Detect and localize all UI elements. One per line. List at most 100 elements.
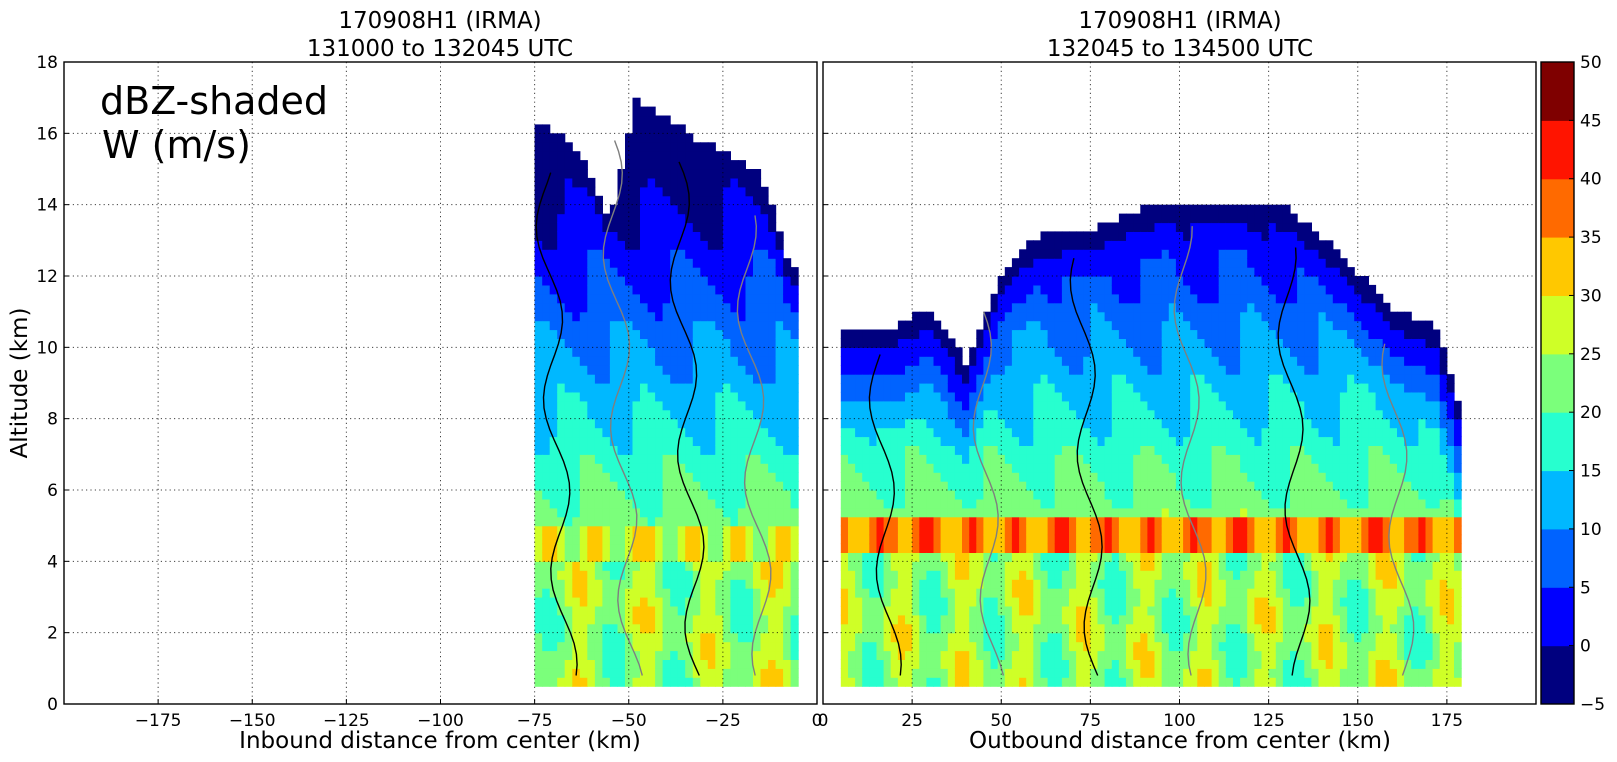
reflectivity-cell xyxy=(1154,427,1163,438)
reflectivity-cell xyxy=(1154,490,1163,500)
reflectivity-cell xyxy=(609,293,618,304)
reflectivity-cell xyxy=(848,490,856,500)
reflectivity-cell xyxy=(625,561,634,571)
reflectivity-cell xyxy=(897,543,906,553)
reflectivity-cell xyxy=(730,374,739,384)
reflectivity-cell xyxy=(1126,507,1134,518)
reflectivity-cell xyxy=(707,516,716,527)
reflectivity-cell xyxy=(890,605,899,616)
reflectivity-cell xyxy=(557,169,566,179)
reflectivity-cell xyxy=(662,311,671,322)
reflectivity-cell xyxy=(890,614,899,625)
reflectivity-cell xyxy=(997,570,1006,580)
reflectivity-cell xyxy=(1175,365,1184,375)
reflectivity-cell xyxy=(1126,561,1134,571)
reflectivity-cell xyxy=(587,329,596,339)
reflectivity-cell xyxy=(557,427,566,438)
reflectivity-cell xyxy=(1197,356,1205,366)
reflectivity-cell xyxy=(753,579,762,589)
reflectivity-cell xyxy=(625,302,634,313)
reflectivity-cell xyxy=(602,383,611,393)
reflectivity-cell xyxy=(1240,605,1248,616)
reflectivity-cell xyxy=(1061,668,1070,678)
reflectivity-cell xyxy=(1097,329,1106,339)
reflectivity-cell xyxy=(919,400,927,411)
reflectivity-cell xyxy=(876,409,885,420)
reflectivity-cell xyxy=(1126,490,1134,500)
reflectivity-cell xyxy=(760,481,769,491)
reflectivity-cell xyxy=(677,525,686,536)
reflectivity-cell xyxy=(1247,650,1255,660)
reflectivity-cell xyxy=(1154,472,1163,482)
reflectivity-cell xyxy=(1190,614,1198,625)
reflectivity-cell xyxy=(1026,641,1034,652)
reflectivity-cell xyxy=(722,391,731,402)
reflectivity-cell xyxy=(722,249,731,259)
reflectivity-cell xyxy=(855,623,863,634)
reflectivity-cell xyxy=(1118,668,1127,678)
reflectivity-cell xyxy=(625,677,634,687)
reflectivity-cell xyxy=(655,400,664,411)
reflectivity-cell xyxy=(625,249,634,259)
reflectivity-cell xyxy=(655,195,664,206)
reflectivity-cell xyxy=(940,391,949,402)
reflectivity-cell xyxy=(1190,445,1198,455)
reflectivity-cell xyxy=(1054,293,1063,304)
reflectivity-cell xyxy=(1083,383,1091,393)
reflectivity-cell xyxy=(1218,240,1227,250)
reflectivity-cell xyxy=(976,659,984,669)
reflectivity-cell xyxy=(594,267,603,277)
reflectivity-cell xyxy=(753,614,762,625)
reflectivity-cell xyxy=(790,561,799,571)
reflectivity-cell xyxy=(997,507,1006,518)
reflectivity-cell xyxy=(1168,329,1177,339)
reflectivity-cell xyxy=(1019,623,1027,634)
reflectivity-cell xyxy=(1111,498,1120,509)
reflectivity-cell xyxy=(685,561,694,571)
reflectivity-cell xyxy=(1154,204,1163,215)
reflectivity-cell xyxy=(1140,258,1148,268)
reflectivity-cell xyxy=(890,356,899,366)
reflectivity-cell xyxy=(662,240,671,250)
reflectivity-cell xyxy=(1133,454,1141,464)
reflectivity-cell xyxy=(557,177,566,188)
reflectivity-cell xyxy=(954,677,963,687)
reflectivity-cell xyxy=(1126,552,1134,562)
reflectivity-cell xyxy=(542,614,551,625)
reflectivity-cell xyxy=(1254,284,1263,295)
reflectivity-cell xyxy=(1126,614,1134,625)
reflectivity-cell xyxy=(1225,204,1234,215)
reflectivity-cell xyxy=(557,240,566,250)
reflectivity-cell xyxy=(707,151,716,161)
reflectivity-cell xyxy=(579,570,588,580)
reflectivity-cell xyxy=(926,320,935,331)
reflectivity-cell xyxy=(587,204,596,215)
reflectivity-cell xyxy=(1126,677,1134,687)
reflectivity-cell xyxy=(617,231,626,241)
reflectivity-cell xyxy=(1104,579,1113,589)
reflectivity-cell xyxy=(715,498,724,509)
reflectivity-cell xyxy=(1204,222,1213,232)
reflectivity-cell xyxy=(1218,632,1227,643)
reflectivity-cell xyxy=(962,605,970,616)
reflectivity-cell xyxy=(572,213,581,224)
reflectivity-cell xyxy=(534,124,543,134)
reflectivity-cell xyxy=(1026,597,1034,607)
reflectivity-cell xyxy=(1261,579,1270,589)
reflectivity-cell xyxy=(1225,320,1234,331)
reflectivity-cell xyxy=(940,445,949,455)
reflectivity-cell xyxy=(1261,409,1270,420)
reflectivity-cell xyxy=(1154,650,1163,660)
reflectivity-cell xyxy=(753,391,762,402)
reflectivity-cell xyxy=(534,400,543,411)
reflectivity-cell xyxy=(1026,623,1034,634)
reflectivity-cell xyxy=(1197,374,1205,384)
reflectivity-cell xyxy=(692,231,701,241)
reflectivity-cell xyxy=(753,195,762,206)
reflectivity-cell xyxy=(1097,231,1106,241)
reflectivity-cell xyxy=(700,142,709,152)
reflectivity-cell xyxy=(549,650,558,660)
reflectivity-cell xyxy=(1133,356,1141,366)
reflectivity-cell xyxy=(1218,472,1227,482)
reflectivity-cell xyxy=(919,623,927,634)
